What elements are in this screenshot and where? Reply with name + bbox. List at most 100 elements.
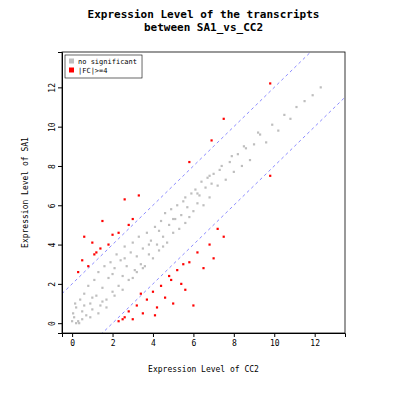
point — [154, 226, 156, 228]
point — [180, 283, 182, 285]
reference-line — [62, 97, 345, 333]
point — [221, 165, 223, 167]
point — [111, 234, 113, 236]
point — [113, 295, 115, 297]
point — [160, 220, 162, 222]
point — [204, 186, 206, 188]
y-tick-label: 12 — [48, 83, 57, 93]
point — [132, 277, 134, 279]
point — [182, 200, 184, 202]
y-tick: 4 — [48, 242, 62, 247]
y-tick-mark — [58, 245, 62, 246]
x-tick-label: 10 — [270, 339, 280, 348]
point — [83, 293, 85, 295]
point — [210, 183, 212, 185]
y-tick: 10 — [48, 122, 62, 132]
point — [91, 242, 93, 244]
point — [182, 263, 184, 265]
point — [289, 118, 291, 120]
point — [120, 259, 122, 261]
x-tick-mark — [315, 333, 316, 337]
point — [208, 175, 210, 177]
point — [168, 224, 170, 226]
point — [217, 228, 219, 230]
point — [142, 312, 144, 314]
point — [158, 230, 160, 232]
x-tick-mark — [274, 333, 275, 337]
point — [140, 293, 142, 295]
point — [140, 263, 142, 265]
point — [87, 285, 89, 287]
y-tick-label: 0 — [48, 321, 57, 326]
point — [124, 198, 126, 200]
point — [118, 320, 120, 322]
y-tick-mark — [58, 127, 62, 128]
point — [257, 131, 259, 133]
x-axis: 024681012 — [63, 333, 346, 348]
point — [142, 247, 144, 249]
y-tick-label: 8 — [48, 164, 57, 169]
y-tick-label: 2 — [48, 282, 57, 287]
point — [89, 302, 91, 304]
point — [277, 130, 279, 132]
point — [124, 257, 126, 259]
point — [213, 173, 215, 175]
legend-label: no significant — [78, 58, 137, 66]
point — [107, 243, 109, 245]
x-tick-label: 6 — [191, 339, 196, 348]
legend-swatch — [69, 59, 74, 64]
point — [95, 295, 97, 297]
x-tick-label: 8 — [232, 339, 237, 348]
point — [160, 285, 162, 287]
point — [265, 141, 267, 143]
point — [113, 267, 115, 269]
point — [269, 82, 271, 84]
y-tick-mark — [58, 166, 62, 167]
point — [271, 124, 273, 126]
point — [124, 316, 126, 318]
point — [87, 265, 89, 267]
point — [202, 204, 204, 206]
point — [283, 114, 285, 116]
point — [148, 243, 150, 245]
point — [150, 240, 152, 242]
point — [144, 265, 146, 267]
point — [83, 304, 85, 306]
point — [172, 302, 174, 304]
x-axis-line — [63, 334, 346, 338]
point — [188, 261, 190, 263]
point — [132, 218, 134, 220]
y-axis-title: Expression Level of SA1 — [21, 137, 30, 248]
point — [154, 314, 156, 316]
x-tick: 8 — [232, 333, 237, 348]
point — [122, 318, 124, 320]
point — [249, 159, 251, 161]
point — [162, 236, 164, 238]
y-tick-mark — [58, 284, 62, 285]
x-tick-label: 12 — [310, 339, 320, 348]
point — [188, 216, 190, 218]
point — [237, 153, 239, 155]
point — [196, 202, 198, 204]
y-tick: 6 — [48, 203, 62, 208]
point — [295, 106, 297, 108]
point — [320, 86, 322, 88]
point — [186, 206, 188, 208]
x-tick-mark — [153, 333, 154, 337]
y-tick: 12 — [48, 83, 62, 93]
y-tick-mark — [58, 323, 62, 324]
point — [158, 249, 160, 251]
y-tick-mark — [58, 87, 62, 88]
y-tick-mark — [58, 205, 62, 206]
point — [136, 255, 138, 257]
point — [95, 251, 97, 253]
point — [97, 312, 99, 314]
point — [170, 208, 172, 210]
point — [91, 308, 93, 310]
point — [206, 177, 208, 179]
point — [194, 188, 196, 190]
y-axis: 0 2 4 6 8 10 12 — [48, 53, 63, 334]
point — [196, 251, 198, 253]
point — [223, 236, 225, 238]
reference-line — [62, 52, 345, 294]
